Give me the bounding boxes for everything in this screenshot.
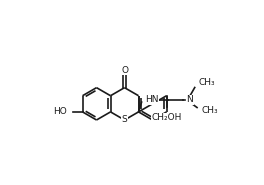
Text: O: O xyxy=(121,65,128,75)
Text: CH₂OH: CH₂OH xyxy=(151,113,182,122)
Text: CH₃: CH₃ xyxy=(199,78,215,87)
Text: S: S xyxy=(122,115,128,125)
Text: HO: HO xyxy=(53,107,67,116)
Text: HN: HN xyxy=(145,95,158,104)
Text: N: N xyxy=(186,95,193,104)
Text: CH₃: CH₃ xyxy=(202,106,218,115)
